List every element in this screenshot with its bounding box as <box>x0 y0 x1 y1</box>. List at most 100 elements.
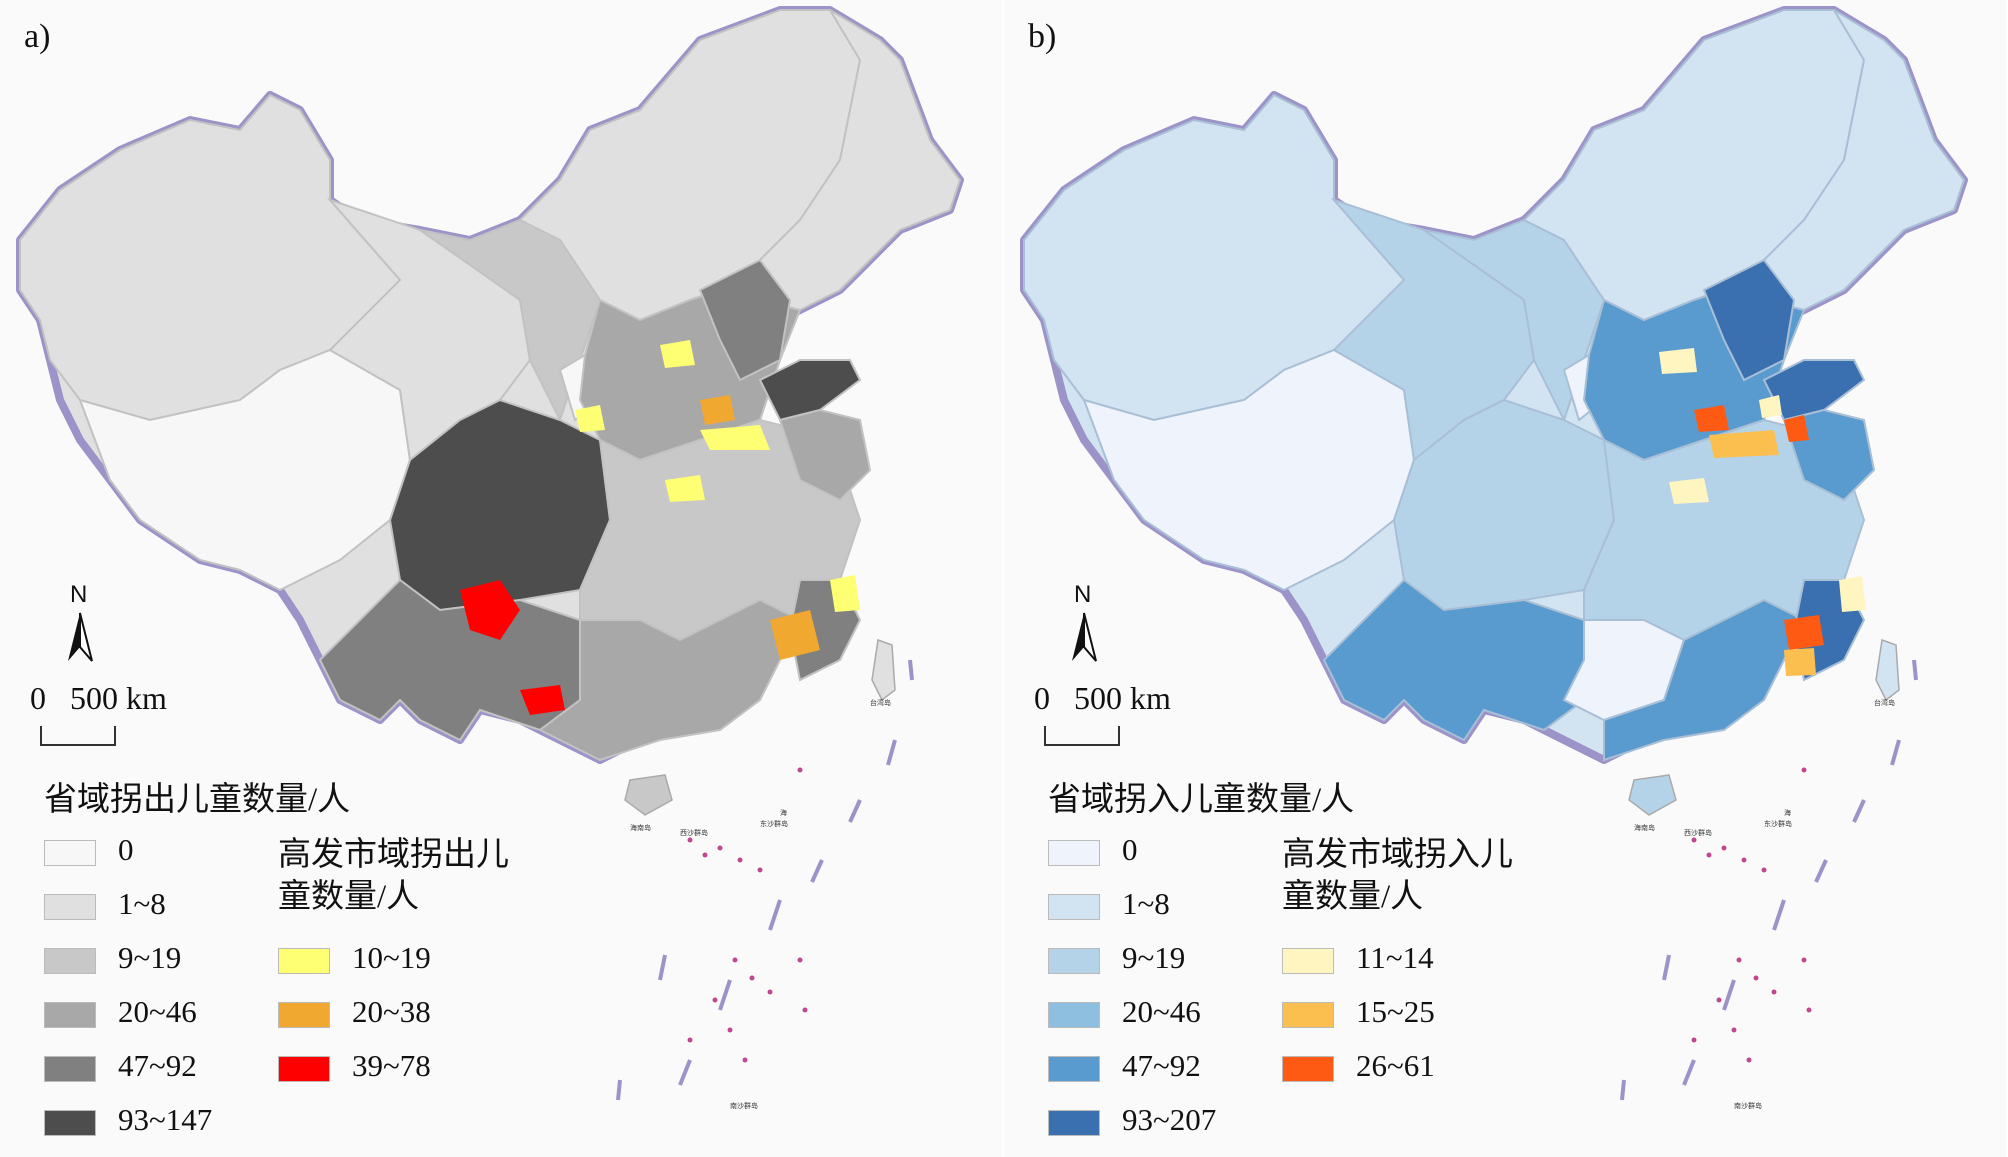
region-tibet <box>78 348 412 592</box>
city-orange-1 <box>1709 430 1779 458</box>
city-orange-henan <box>700 395 735 425</box>
nansha-label: 东沙群岛 <box>760 819 788 828</box>
legend-swatch <box>44 1002 96 1028</box>
region-south-coast <box>538 598 802 762</box>
region-hainan <box>1628 774 1677 816</box>
legend2-swatch <box>1282 948 1334 974</box>
legend-label: 93~147 <box>118 1102 213 1137</box>
north-arrow-icon <box>68 612 93 662</box>
legend-swatch <box>1048 948 1100 974</box>
region-taiwan <box>1875 638 1900 702</box>
legend-label: 93~207 <box>1122 1102 1217 1137</box>
city-orange-fujian <box>770 610 820 660</box>
legend-swatch <box>1048 1002 1100 1028</box>
north-letter: N <box>1074 581 1092 608</box>
legend-label: 9~19 <box>1122 940 1186 975</box>
legend-label: 9~19 <box>118 940 182 975</box>
region-hebei <box>1702 258 1796 382</box>
region-gansu <box>419 218 602 423</box>
legend-label: 1~8 <box>118 886 166 921</box>
city-orange-2 <box>1784 648 1816 676</box>
sea-label: 海 <box>780 808 787 817</box>
legend-label: 1~8 <box>1122 886 1170 921</box>
region-hainan <box>624 774 673 816</box>
legend-swatch <box>44 948 96 974</box>
legend-label: 20~46 <box>118 994 197 1029</box>
legend-label: 47~92 <box>118 1048 197 1083</box>
map-panel-a: 东沙群岛 台湾岛 海南岛 西沙群岛 南沙群岛 海 a) N 0 500 km 省… <box>0 0 1002 1157</box>
region-gansu <box>1423 218 1606 423</box>
city-yellow-5 <box>830 575 860 612</box>
legend-swatch <box>1048 1110 1100 1136</box>
region-yunnan <box>318 578 581 742</box>
city-deeporange-1 <box>1694 405 1729 432</box>
city-yellow-3 <box>700 425 770 450</box>
region-taiwan <box>871 638 896 702</box>
legend-swatch <box>1048 894 1100 920</box>
city-red-yunnan <box>520 685 565 715</box>
region-northeast <box>1763 9 1966 312</box>
city-yellow-2 <box>575 405 605 432</box>
legend-label: 0 <box>1122 832 1138 867</box>
taiwan-label: 台湾岛 <box>1874 698 1895 707</box>
nansha-bottom-label: 南沙群岛 <box>1734 1101 1762 1110</box>
region-northeast <box>759 9 962 312</box>
legend-label: 47~92 <box>1122 1048 1201 1083</box>
south-sea-islands <box>1691 767 1812 1063</box>
nine-dash-line <box>616 659 914 1101</box>
region-tibet <box>1082 348 1416 592</box>
legend2-label: 10~19 <box>352 940 431 975</box>
city-yellow-1 <box>660 340 695 368</box>
legend-swatch <box>44 894 96 920</box>
scale-label: 0 500 km <box>1034 680 1171 716</box>
north-arrow-icon <box>1072 612 1097 662</box>
hainan-label: 海南岛 <box>630 823 651 832</box>
nine-dash-line <box>1620 659 1918 1101</box>
legend2-label: 39~78 <box>352 1048 431 1083</box>
city-deeporange-2 <box>1784 415 1809 442</box>
legend2-title: 高发市域拐入儿童数量/人 <box>1282 837 1513 915</box>
legend2-swatch <box>278 1002 330 1028</box>
city-lightyellow-1 <box>1659 348 1697 374</box>
panel-label: b) <box>1028 18 1057 55</box>
sea-label: 海 <box>1784 808 1791 817</box>
legend2-label: 20~38 <box>352 994 431 1029</box>
region-guangdong <box>1603 598 1806 762</box>
scale-label: 0 500 km <box>30 680 167 716</box>
nansha-bottom-label: 南沙群岛 <box>730 1101 758 1110</box>
region-yunnan <box>1322 578 1585 742</box>
legend-title: 省域拐出儿童数量/人 <box>44 782 351 818</box>
china-map-b: 东沙群岛 台湾岛 海南岛 西沙群岛 南沙群岛 海 <box>1020 6 1968 1110</box>
region-jiangsu-anhui <box>778 408 872 502</box>
legend2-swatch <box>1282 1002 1334 1028</box>
dongsha-label: 东沙群岛 <box>1764 819 1792 828</box>
city-lightyellow-3 <box>1839 576 1866 612</box>
legend-swatch <box>44 1056 96 1082</box>
map-panel-b: 东沙群岛 台湾岛 海南岛 西沙群岛 南沙群岛 海 b) N 0 500 km 省… <box>1004 0 2006 1157</box>
legend2-label: 11~14 <box>1356 940 1434 975</box>
north-letter: N <box>70 581 88 608</box>
legend-label: 20~46 <box>1122 994 1201 1029</box>
legend2-swatch <box>278 1056 330 1082</box>
north-arrow: N <box>1064 581 1104 675</box>
north-arrow: N <box>60 581 100 675</box>
legend2-swatch <box>1282 1056 1334 1082</box>
legend2-label: 15~25 <box>1356 994 1435 1029</box>
scale-bar <box>40 726 116 746</box>
city-deeporange-3 <box>1784 615 1824 650</box>
legend-swatch <box>1048 840 1100 866</box>
hainan-label: 海南岛 <box>1634 823 1655 832</box>
city-yellow-4 <box>665 475 705 502</box>
legend-swatch <box>1048 1056 1100 1082</box>
legend-title: 省域拐入儿童数量/人 <box>1048 782 1355 818</box>
legend2-title: 高发市域拐出儿童数量/人 <box>278 837 509 915</box>
legend2-label: 26~61 <box>1356 1048 1435 1083</box>
legend-swatch <box>44 1110 96 1136</box>
city-lightyellow-4 <box>1759 395 1782 418</box>
china-map-a: 东沙群岛 台湾岛 海南岛 西沙群岛 南沙群岛 海 <box>16 6 964 1110</box>
region-hebei <box>698 258 792 382</box>
xisha-label: 西沙群岛 <box>680 828 708 837</box>
legend-swatch <box>44 840 96 866</box>
legend2-swatch <box>278 948 330 974</box>
city-lightyellow-2 <box>1669 478 1709 504</box>
